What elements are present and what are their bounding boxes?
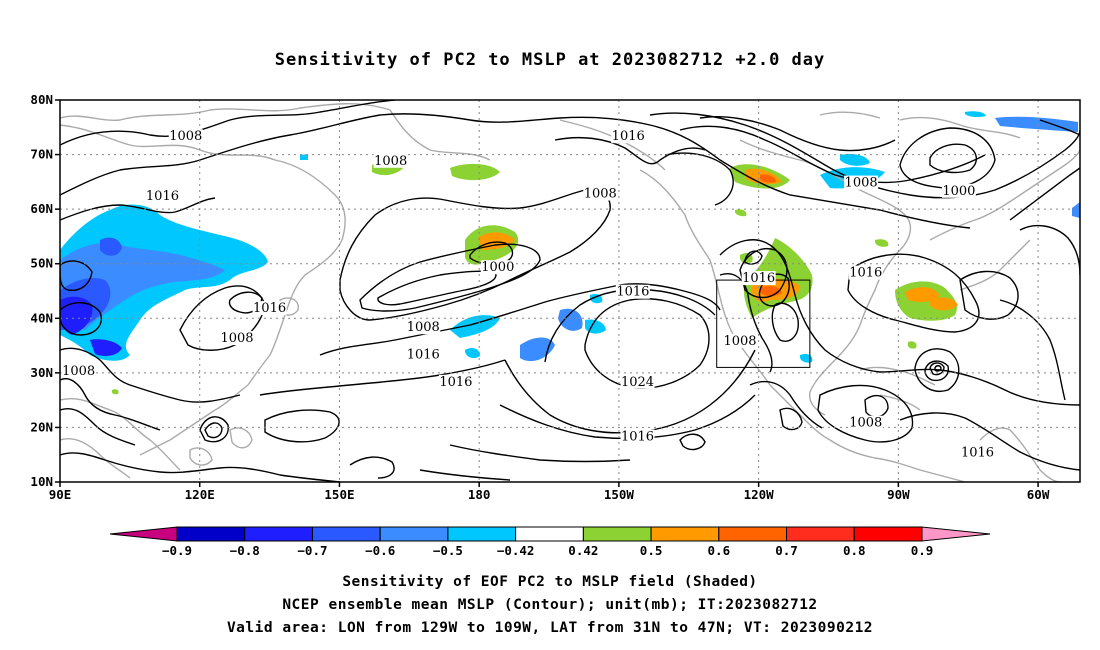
contour-label-bg — [941, 183, 976, 198]
lon-tick-label: 120W — [744, 487, 775, 502]
lon-tick-label: 90W — [887, 487, 910, 502]
contour-label-bg — [960, 445, 995, 460]
contour-label-bg — [848, 265, 883, 280]
contour-label: 1008 — [220, 331, 253, 346]
colorbar-label: 0.8 — [843, 543, 866, 558]
colorbar-label: −0.8 — [230, 543, 260, 558]
contour-label: 1016 — [742, 271, 775, 286]
gridlines — [60, 100, 1080, 482]
colorbar-max-arrow — [921, 526, 991, 542]
contour-label: 1016 — [961, 446, 994, 461]
contour-label-bg — [438, 374, 473, 389]
contour-label-bg — [844, 175, 879, 190]
colorbar-label: −0.6 — [365, 543, 395, 558]
colorbar-label: −0.5 — [433, 543, 463, 558]
contour-label-bg — [252, 301, 287, 316]
colorbar-swatch — [582, 526, 652, 542]
caption-valid-area: Valid area: LON from 129W to 109W, LAT f… — [226, 620, 874, 636]
contour-label-bg — [583, 186, 618, 201]
map-frame — [59, 99, 1081, 483]
contour-label-bg — [615, 284, 650, 299]
contour-label: 1000 — [481, 260, 514, 275]
lat-tick-label: 60N — [30, 201, 53, 216]
contour-label-bg — [741, 271, 776, 286]
lon-tick-label: 60W — [1027, 487, 1050, 502]
contour-label: 1024 — [621, 375, 654, 390]
caption-contour: NCEP ensemble mean MSLP (Contour); unit(… — [282, 597, 818, 613]
lon-tick-label: 150W — [604, 487, 635, 502]
lat-tick-label: 20N — [30, 419, 53, 434]
colorbar-label: 0.6 — [708, 543, 731, 558]
contour-label: 1016 — [621, 429, 654, 444]
contour-label: 1000 — [942, 184, 975, 199]
colorbar-swatch — [786, 526, 855, 542]
contour-label-bg — [145, 189, 180, 204]
mslp-contours — [60, 100, 1080, 482]
contour-label-bg — [61, 363, 96, 378]
colorbar: −0.9 −0.8 −0.7 −0.6 −0.5 −0.42 0.42 0.5 0.6 0.7 0.… — [109, 526, 991, 558]
contour-label: 1016 — [407, 347, 440, 362]
colorbar-label: 0.7 — [775, 543, 798, 558]
contour-label: 1016 — [146, 189, 179, 204]
colorbar-label: 0.5 — [640, 543, 663, 558]
colorbar-label: −0.9 — [162, 543, 192, 558]
caption-shading: Sensitivity of EOF PC2 to MSLP field (Sh… — [342, 574, 758, 590]
colorbar-swatch — [311, 526, 381, 542]
contour-label: 1016 — [253, 301, 286, 316]
colorbar-swatch — [244, 526, 313, 542]
contour-label-bg — [168, 129, 203, 144]
colorbar-swatch — [176, 526, 246, 542]
colorbar-label: 0.9 — [911, 543, 934, 558]
colorbar-swatch — [515, 526, 584, 542]
contour-label-bg — [406, 320, 441, 335]
contour-label: 1008 — [723, 334, 756, 349]
contour-label-bg — [406, 347, 441, 362]
colorbar-swatch — [650, 526, 720, 542]
colorbar-label: 0.42 — [568, 543, 598, 558]
contour-label-bg — [480, 260, 515, 275]
lat-tick-label: 40N — [30, 310, 53, 325]
contour-label: 1008 — [584, 187, 617, 202]
contour-label-bg — [620, 429, 655, 444]
contour-label-bg — [611, 129, 646, 144]
lat-tick-label: 70N — [30, 147, 53, 162]
contour-label: 1008 — [407, 320, 440, 335]
contour-label: 1008 — [845, 176, 878, 191]
colorbar-swatch — [718, 526, 788, 542]
lon-tick-label: 90E — [49, 487, 72, 502]
contour-label-bg — [848, 415, 883, 430]
contour-label-bg — [620, 374, 655, 389]
lon-tick-label: 150E — [324, 487, 354, 502]
lat-tick-label: 50N — [30, 256, 53, 271]
contour-label-bg — [219, 331, 254, 346]
contour-label: 1008 — [169, 129, 202, 144]
colorbar-swatch — [379, 526, 449, 542]
contour-label-bg — [373, 153, 408, 168]
contour-label: 1008 — [374, 154, 407, 169]
contour-label: 1016 — [612, 129, 645, 144]
colorbar-swatch — [853, 526, 923, 542]
colorbar-swatch — [447, 526, 517, 542]
lat-tick-label: 30N — [30, 365, 53, 380]
map-title: Sensitivity of PC2 to MSLP at 2023082712… — [274, 50, 826, 70]
lon-tick-label: 120E — [185, 487, 215, 502]
lon-tick-label: 180 — [468, 487, 491, 502]
contour-label: 1016 — [849, 266, 882, 281]
lat-tick-label: 10N — [30, 474, 53, 489]
contour-label: 1016 — [439, 375, 472, 390]
lat-tick-label: 80N — [30, 92, 53, 107]
contour-label: 1008 — [62, 364, 95, 379]
contour-label: 1016 — [616, 285, 649, 300]
contour-label: 1008 — [849, 416, 882, 431]
colorbar-label: −0.7 — [297, 543, 327, 558]
colorbar-min-arrow — [109, 526, 178, 542]
colorbar-label: −0.42 — [497, 543, 535, 558]
contour-label-bg — [723, 333, 757, 348]
